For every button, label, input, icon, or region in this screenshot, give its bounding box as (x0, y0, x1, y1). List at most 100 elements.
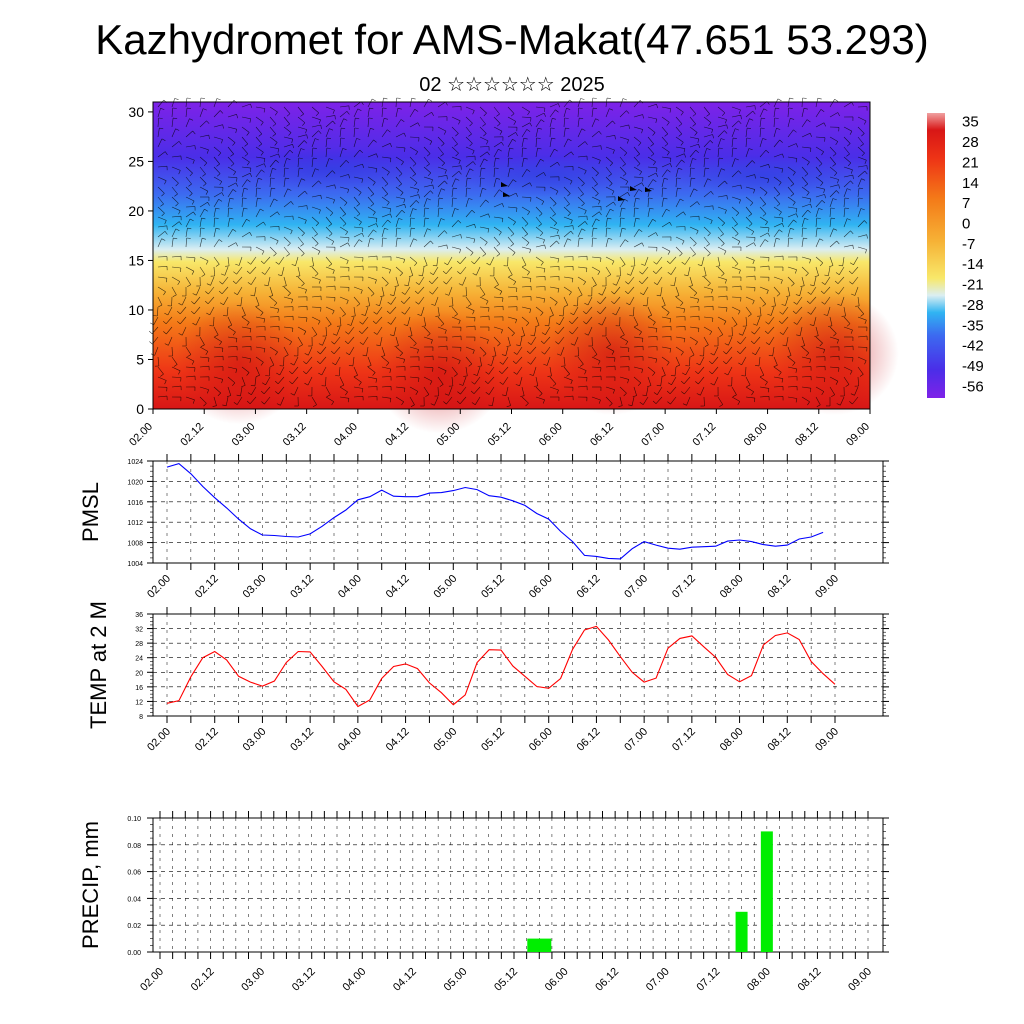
x-tick-label: 05.12 (479, 726, 507, 754)
x-tick-label: 08.00 (718, 726, 746, 754)
x-tick-label: 03.00 (239, 966, 267, 994)
x-tick-label: 02.00 (145, 726, 173, 754)
cold-core (676, 154, 849, 198)
colorbar-label: -21 (962, 277, 984, 294)
y-tick-label: 36 (135, 612, 143, 619)
y-tick-label: 1004 (127, 561, 143, 568)
colorbar-label: -7 (962, 236, 975, 253)
y-tick-label: 1016 (127, 500, 143, 507)
warm-core (547, 292, 677, 416)
y-tick-label: 1020 (127, 479, 143, 486)
wind-pennant (501, 182, 508, 187)
x-tick-label: 07.00 (644, 966, 672, 994)
x-tick-label: 04.00 (336, 726, 364, 754)
plot-frame (152, 460, 884, 564)
chart-subtitle: 02 ☆☆☆☆☆☆ 2025 (419, 74, 605, 96)
colorbar-label: -49 (962, 358, 984, 375)
x-tick-label: 07.00 (639, 421, 667, 449)
wind-pennant (503, 192, 510, 197)
y-tick-label: 0.00 (127, 950, 141, 957)
colorbar-label: -14 (962, 256, 984, 273)
x-tick-label: 09.00 (813, 573, 841, 601)
x-tick-label: 02.12 (178, 421, 206, 449)
x-tick-label: 02.00 (127, 421, 155, 449)
precip-bar (760, 831, 773, 952)
x-tick-label: 02.12 (189, 966, 217, 994)
x-tick-label: 06.00 (527, 573, 555, 601)
y-tick-label: 20 (128, 203, 144, 219)
wind-pennant (645, 187, 652, 192)
y-tick-label: 0 (136, 401, 144, 417)
colorbar-label: 7 (962, 195, 970, 212)
y-tick-label: 15 (128, 252, 144, 268)
y-tick-label: 16 (135, 685, 143, 692)
y-tick-label: 24 (135, 656, 143, 663)
x-tick-label: 04.00 (332, 421, 360, 449)
x-tick-label: 05.00 (431, 573, 459, 601)
x-tick-label: 08.00 (745, 966, 773, 994)
y-tick-label: 0.06 (127, 870, 141, 877)
y-tick-label: 10 (128, 302, 144, 318)
x-tick-label: 05.12 (486, 421, 514, 449)
x-tick-label: 09.00 (846, 966, 874, 994)
x-tick-label: 06.00 (537, 421, 565, 449)
x-tick-label: 05.00 (442, 966, 470, 994)
x-tick-label: 03.12 (290, 966, 318, 994)
pmsl-line (166, 462, 824, 560)
x-tick-label: 07.12 (670, 726, 698, 754)
colorbar-label: -28 (962, 297, 984, 314)
x-tick-label: 02.00 (138, 966, 166, 994)
y-tick-label: 32 (135, 627, 143, 634)
x-tick-label: 07.00 (622, 726, 650, 754)
colorbar-label: -42 (962, 338, 984, 355)
colorbar-label: 21 (962, 154, 979, 171)
x-tick-label: 08.12 (765, 726, 793, 754)
x-tick-label: 03.00 (241, 573, 269, 601)
x-tick-label: 06.00 (527, 726, 555, 754)
wind-pennant (630, 186, 637, 191)
x-tick-label: 06.12 (575, 573, 603, 601)
colorbar-label: -35 (962, 317, 984, 334)
x-tick-label: 09.00 (813, 726, 841, 754)
x-tick-label: 06.00 (543, 966, 571, 994)
plot-frame (152, 613, 884, 717)
colorbar-label: 28 (962, 134, 979, 151)
y-tick-label: 0.04 (127, 896, 141, 903)
y-tick-label: 1012 (127, 520, 143, 527)
x-tick-label: 07.12 (694, 966, 722, 994)
y-tick-label: 20 (135, 670, 143, 677)
x-tick-label: 05.12 (479, 573, 507, 601)
y-tick-label: 1008 (127, 541, 143, 548)
x-tick-label: 08.12 (796, 966, 824, 994)
colorbar-label: 35 (962, 114, 979, 131)
y-axis-label: TEMP at 2 M (86, 601, 111, 729)
y-tick-label: 28 (135, 641, 143, 648)
x-tick-label: 03.00 (241, 726, 269, 754)
chart-title: Kazhydromet for AMS-Makat(47.651 53.293) (95, 16, 929, 63)
colorbar-label: 14 (962, 175, 979, 192)
x-tick-label: 02.00 (145, 573, 173, 601)
y-axis-label: PRECIP, mm (78, 821, 103, 949)
x-tick-label: 05.12 (492, 966, 520, 994)
x-tick-label: 06.12 (588, 421, 616, 449)
y-tick-label: 1024 (127, 459, 143, 466)
x-tick-label: 08.00 (718, 573, 746, 601)
colorbar (927, 113, 945, 398)
precip-bar (735, 911, 748, 952)
temp-line (166, 625, 836, 708)
warm-core (375, 310, 505, 434)
x-tick-label: 06.12 (575, 726, 603, 754)
y-tick-label: 25 (128, 153, 144, 169)
x-tick-label: 04.00 (336, 573, 364, 601)
x-tick-label: 08.00 (742, 421, 770, 449)
x-tick-label: 03.00 (230, 421, 258, 449)
wind-pennant (618, 196, 625, 201)
cold-core (246, 148, 419, 192)
x-tick-label: 04.12 (391, 966, 419, 994)
wind-barbs (148, 97, 868, 407)
x-tick-label: 08.12 (765, 573, 793, 601)
x-tick-label: 07.00 (622, 573, 650, 601)
y-tick-label: 12 (135, 699, 143, 706)
x-tick-label: 07.12 (670, 573, 698, 601)
